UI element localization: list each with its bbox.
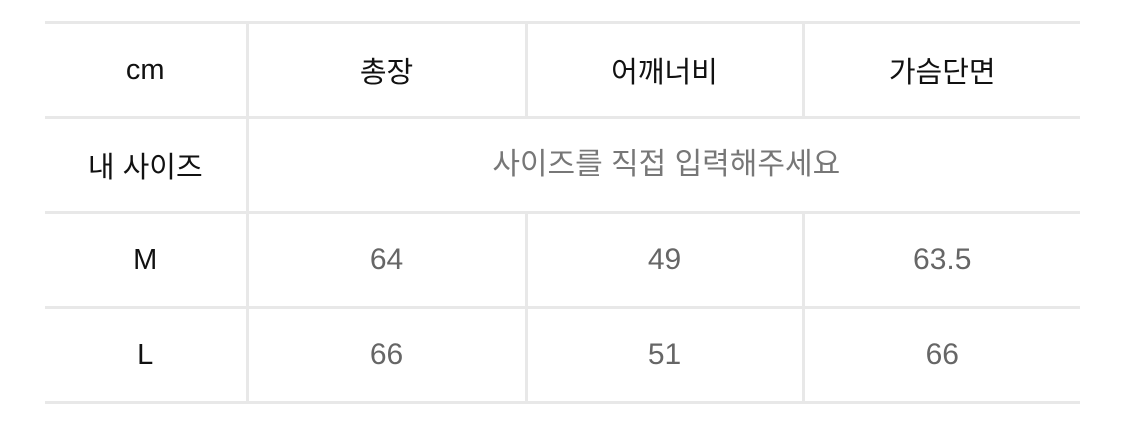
my-size-input[interactable] — [248, 118, 1084, 212]
value-cell: 51 — [524, 306, 803, 404]
value-cell: 66 — [245, 306, 526, 404]
value-cell: 49 — [524, 211, 803, 309]
size-table: cm 총장 어깨너비 가슴단면 내 사이즈 M 64 49 63.5 L 66 … — [45, 21, 1084, 404]
value-cell: 64 — [245, 211, 526, 309]
column-header-length: 총장 — [245, 21, 526, 119]
my-size-cell — [245, 116, 1084, 214]
my-size-row: 내 사이즈 — [45, 116, 1084, 214]
header-row: cm 총장 어깨너비 가슴단면 — [45, 21, 1080, 119]
table-row: L 66 51 66 — [45, 306, 1080, 404]
table-row: M 64 49 63.5 — [45, 211, 1080, 309]
value-cell: 63.5 — [801, 211, 1080, 309]
value-cell: 66 — [801, 306, 1080, 404]
size-label: M — [45, 211, 247, 309]
unit-label: cm — [45, 21, 247, 119]
column-header-chest: 가슴단면 — [801, 21, 1080, 119]
column-header-shoulder: 어깨너비 — [524, 21, 803, 119]
my-size-label: 내 사이즈 — [45, 116, 247, 214]
size-label: L — [45, 306, 247, 404]
